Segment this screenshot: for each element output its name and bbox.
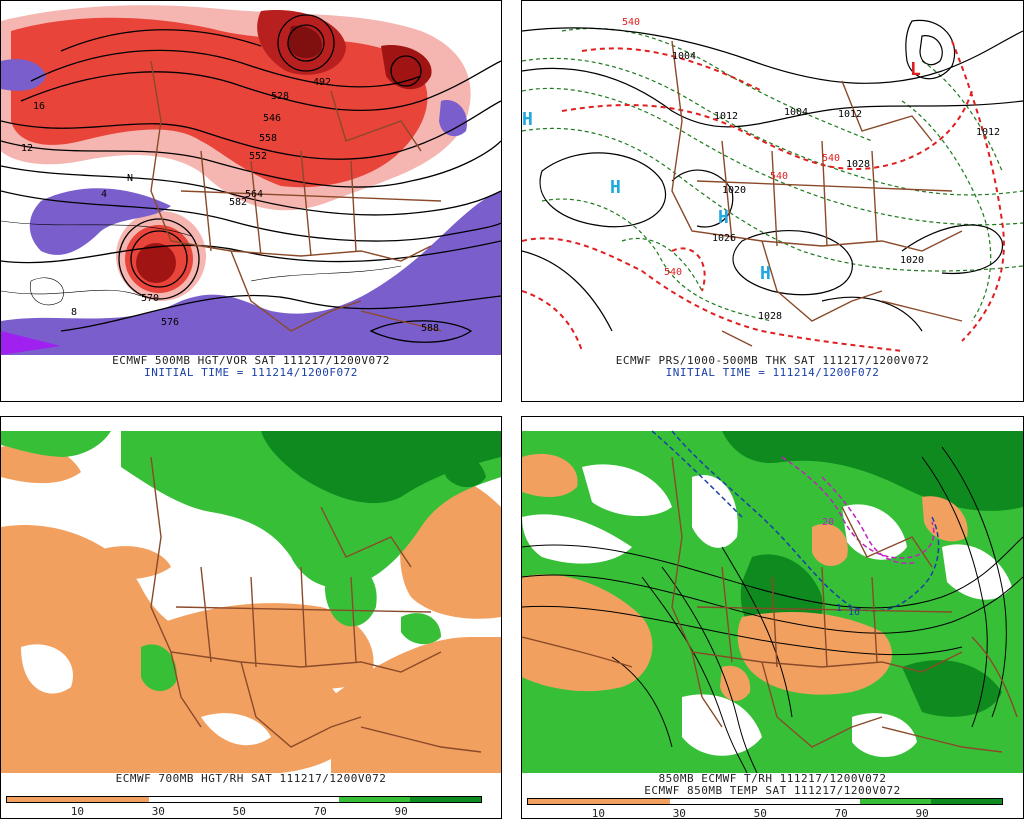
isobar-label: 1028 [846,159,870,170]
panel-500mb-vorticity: 576 582 564 558 552 546 528 492 588 570 … [0,0,502,402]
panel-850mb-temp-rh: 20 16 1 850MB ECMWF T/RH 111217/1200V072… [521,416,1024,820]
colorbar-tick: 10 [70,805,85,818]
colorbar-tick: 10 [591,807,606,820]
map-500mb-vorticity: 576 582 564 558 552 546 528 492 588 570 … [1,1,501,355]
isobar-label: 1004 [784,107,808,118]
caption-title: 850MB ECMWF T/RH 111217/1200V072 [658,772,887,785]
contour-label: 4 [101,189,107,200]
colorbar-tick: 90 [394,805,408,818]
contour-label: 492 [313,77,331,88]
caption-title: ECMWF 500MB HGT/VOR SAT 111217/1200V072 [112,354,390,367]
contour-label: 564 [245,189,263,200]
colorbar-tick: 30 [151,805,165,818]
rh-colorbar-ticks: 10 30 50 70 90 [527,807,1003,820]
contour-label: 588 [421,323,439,334]
panel-700mb-rh: ECMWF 700MB HGT/RH SAT 111217/1200V072 1… [0,416,502,819]
colorbar-tick: 70 [313,805,327,818]
map-700mb-rh [1,431,501,773]
contour-label: 576 [161,317,179,328]
map-surface-pressure-thickness: H H H H L 1004 1012 1012 1004 1012 1028 … [522,1,1023,355]
thickness-label: 540 [822,153,840,164]
isotherm-label: 20 [822,517,834,528]
isobar-label: 1020 [722,185,746,196]
isobar-label: 1026 [712,233,736,244]
caption-subtitle: ECMWF 850MB TEMP SAT 111217/1200V072 [644,784,901,797]
contour-label: 552 [249,151,267,162]
thickness-label: 540 [622,17,640,28]
low-pressure-marker: L [910,59,921,80]
isobar-label: 1012 [714,111,738,122]
contour-label: 12 [21,143,33,154]
colorbar-tick: 50 [232,805,246,818]
panel-surface-pressure-thickness: H H H H L 1004 1012 1012 1004 1012 1028 … [521,0,1024,402]
contour-label: 528 [271,91,289,102]
rh-colorbar-ticks: 10 30 50 70 90 [6,805,482,819]
caption-initial-time: INITIAL TIME = 111214/1200F072 [665,366,880,379]
contour-label: 8 [71,307,77,318]
contour-label: N [127,173,133,184]
isobar-label: 1020 [900,255,924,266]
caption-title: ECMWF PRS/1000-500MB THK SAT 111217/1200… [615,354,930,367]
contour-label: 582 [229,197,247,208]
isobar-label: 1012 [838,109,862,120]
isotherm-label: 1 [836,603,842,614]
colorbar-tick: 70 [834,807,848,820]
contour-label: 16 [33,101,45,112]
rh-colorbar [527,798,1003,805]
high-pressure-marker: H [760,263,771,284]
thickness-label: 540 [664,267,682,278]
high-pressure-marker: H [522,109,533,130]
isobar-label: 1004 [672,51,696,62]
high-pressure-marker: H [610,177,621,198]
isobar-label: 1028 [758,311,782,322]
colorbar-tick: 50 [753,807,767,820]
thickness-label: 540 [770,171,788,182]
colorbar-tick: 90 [915,807,929,820]
high-pressure-marker: H [718,207,729,228]
caption-title: ECMWF 700MB HGT/RH SAT 111217/1200V072 [115,772,387,785]
caption-initial-time: INITIAL TIME = 111214/1200F072 [144,366,358,379]
isobar-label: 1012 [976,127,1000,138]
contour-label: 546 [263,113,281,124]
rh-colorbar [6,796,482,803]
contour-label: 570 [141,293,159,304]
map-850mb-temp-rh: 20 16 1 [522,430,1023,774]
colorbar-tick: 30 [672,807,686,820]
isotherm-label: 16 [848,607,860,618]
contour-label: 558 [259,133,277,144]
